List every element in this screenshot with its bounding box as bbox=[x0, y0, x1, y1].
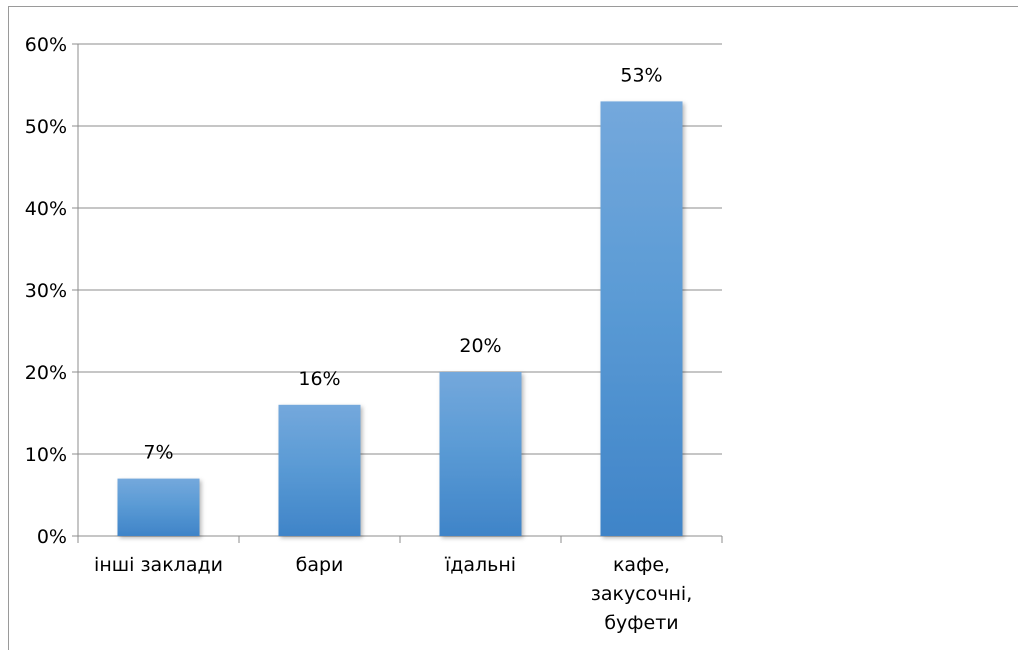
data-label: 20% bbox=[459, 335, 501, 357]
y-tick-label: 50% bbox=[25, 116, 67, 138]
labels: 0% 10% 20% 30% 40% 50% 60% 7% інші заклади 16% бар… bbox=[25, 34, 692, 634]
data-label: 53% bbox=[620, 64, 662, 86]
bar bbox=[117, 478, 200, 536]
x-tick-label: бари bbox=[296, 554, 344, 576]
y-tick-label: 40% bbox=[25, 198, 67, 220]
x-tick-label: їдальні bbox=[444, 554, 516, 576]
bar bbox=[278, 404, 361, 536]
bar bbox=[439, 372, 522, 536]
bar bbox=[600, 101, 683, 537]
data-label: 16% bbox=[298, 368, 340, 390]
x-tick-label: буфети bbox=[604, 612, 678, 634]
data-label: 7% bbox=[143, 442, 173, 464]
chart-frame: 0% 10% 20% 30% 40% 50% 60% 7% інші заклади 16% бар… bbox=[8, 6, 1018, 650]
y-tick-label: 20% bbox=[25, 362, 67, 384]
bar-chart: 0% 10% 20% 30% 40% 50% 60% 7% інші заклади 16% бар… bbox=[25, 34, 723, 634]
y-tick-label: 30% bbox=[25, 280, 67, 302]
bars bbox=[117, 101, 683, 537]
x-tick-label: інші заклади bbox=[94, 554, 223, 576]
y-tick-label: 10% bbox=[25, 444, 67, 466]
y-tick-label: 0% bbox=[37, 526, 67, 548]
x-tick-label: кафе, bbox=[613, 554, 670, 576]
x-tick-label: закусочні, bbox=[591, 583, 693, 605]
y-tick-label: 60% bbox=[25, 34, 67, 56]
